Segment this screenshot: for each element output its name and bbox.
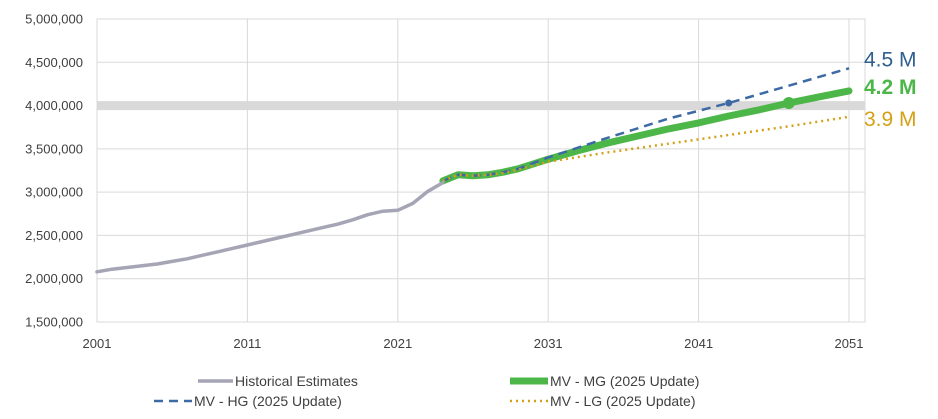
y-tick-label: 4,000,000 (25, 98, 83, 113)
legend-mv-lg: MV - LG (2025 Update) (510, 393, 696, 409)
legend-mv-mg: MV - MG (2025 Update) (510, 373, 699, 389)
x-tick-label: 2051 (835, 336, 864, 351)
mv-mg-marker (782, 96, 795, 109)
legend: Historical Estimates MV - MG (2025 Update… (154, 373, 699, 409)
y-tick-label: 2,500,000 (25, 228, 83, 243)
x-tick-label: 2021 (383, 336, 412, 351)
x-tick-label: 2041 (684, 336, 713, 351)
y-tick-label: 5,000,000 (25, 12, 83, 27)
historical-estimates-line (95, 180, 445, 274)
plot-frame (96, 18, 866, 323)
legend-mv-lg-label: MV - LG (2025 Update) (550, 393, 696, 409)
x-tick-label: 2001 (83, 336, 112, 351)
x-tick-label: 2011 (233, 336, 261, 351)
grid (96, 18, 866, 323)
y-tick-label: 4,500,000 (25, 55, 83, 70)
y-tick-label: 1,500,000 (25, 315, 83, 330)
mv-hg-marker (725, 99, 733, 107)
legend-historical-label: Historical Estimates (235, 373, 358, 389)
legend-mv-hg: MV - HG (2025 Update) (154, 393, 342, 409)
legend-historical: Historical Estimates (198, 373, 358, 389)
y-tick-label: 3,500,000 (25, 141, 83, 156)
legend-mv-hg-label: MV - HG (2025 Update) (194, 393, 342, 409)
y-tick-label: 2,000,000 (25, 271, 83, 286)
x-tick-label: 2031 (534, 336, 563, 351)
hg-end-label: 4.5 M (864, 48, 917, 71)
mg-end-label: 4.2 M (864, 76, 917, 99)
y-tick-label: 3,000,000 (25, 185, 83, 200)
axes: 1,500,000 2,000,000 2,500,000 3,000,000 3,50… (25, 12, 863, 352)
mv-mg-line (439, 87, 853, 185)
legend-mv-mg-label: MV - MG (2025 Update) (550, 373, 699, 389)
mv-lg-line (442, 115, 850, 183)
end-labels-group: 4.5 M 4.2 M 3.9 M (864, 48, 917, 130)
series-group (95, 67, 853, 274)
mv-hg-line (442, 67, 850, 183)
lg-end-label: 3.9 M (864, 108, 917, 131)
